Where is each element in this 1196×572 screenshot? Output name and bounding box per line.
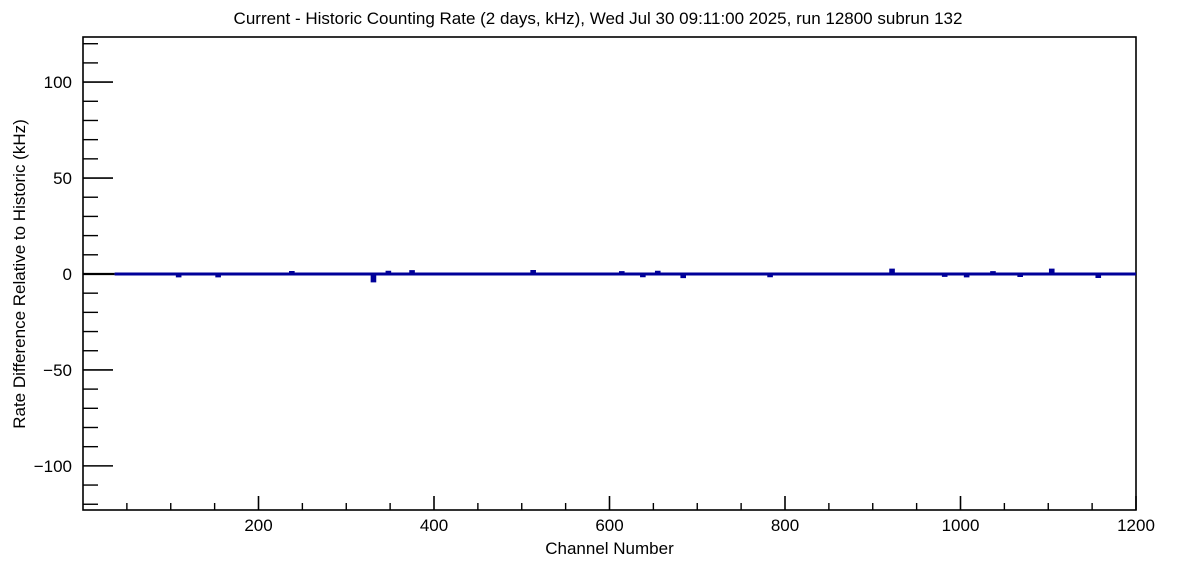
y-tick-label: 50 xyxy=(53,169,72,188)
x-tick-label: 200 xyxy=(244,516,272,535)
chart-title: Current - Historic Counting Rate (2 days… xyxy=(233,9,963,28)
y-tick-label: −50 xyxy=(43,361,72,380)
x-tick-label: 600 xyxy=(595,516,623,535)
x-tick-label: 1000 xyxy=(942,516,980,535)
y-tick-label: 100 xyxy=(44,73,72,92)
x-axis-title: Channel Number xyxy=(545,539,674,558)
x-tick-label: 800 xyxy=(771,516,799,535)
x-tick-label: 1200 xyxy=(1117,516,1155,535)
y-tick-label: −100 xyxy=(34,457,72,476)
y-tick-label: 0 xyxy=(63,265,72,284)
data-series-line xyxy=(114,268,1136,283)
x-tick-label: 400 xyxy=(420,516,448,535)
